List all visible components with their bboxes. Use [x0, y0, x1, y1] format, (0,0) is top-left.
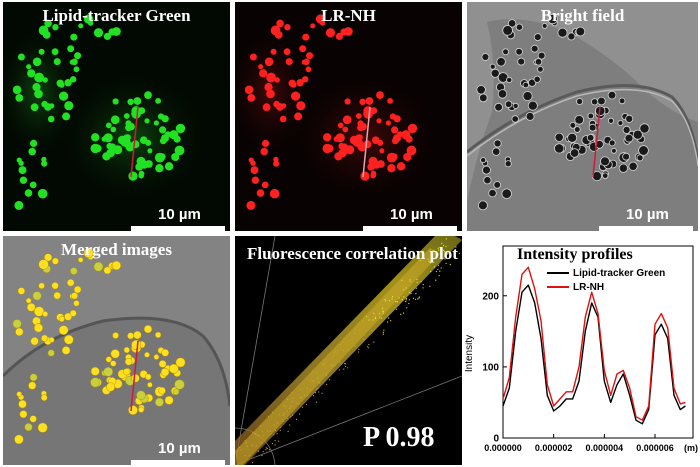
x-unit-label: (m)	[684, 443, 698, 453]
merged-image	[3, 236, 230, 465]
chart-title: Intensity profiles	[517, 246, 633, 263]
red-scale-bar	[363, 226, 457, 231]
correlation-scatter	[235, 236, 462, 465]
green-panel-title: Lipid-tracker Green	[42, 6, 191, 25]
correlation-coefficient: P 0.98	[363, 422, 435, 453]
chart-legend: Lipid-tracker Green LR-NH	[547, 266, 665, 294]
bright-scale-label: 10 µm	[626, 206, 669, 223]
correlation-panel: Fluorescence correlation plot P 0.98	[235, 236, 462, 465]
bright-panel-title: Bright field	[540, 6, 625, 25]
green-channel-panel: Lipid-tracker Green 10 µm	[3, 2, 230, 231]
intensity-profile-chart: 0 100 200 0.000000 0.000002 0.000004 0.000006 (…	[482, 245, 698, 453]
legend-swatch-red	[547, 286, 569, 288]
red-scale-label: 10 µm	[390, 206, 433, 223]
green-scale-label: 10 µm	[158, 206, 201, 223]
y-tick-label: 0	[493, 434, 499, 445]
merged-scale-bar	[131, 460, 225, 465]
series-line-lr-nh	[502, 266, 686, 421]
x-tick-label: 0.000004	[586, 443, 624, 453]
merged-panel: Merged images 10 µm	[3, 236, 230, 465]
red-channel-panel: LR-NH 10 µm	[235, 2, 462, 231]
x-tick-label: 0.000006	[636, 443, 674, 453]
legend-label-lipid-tracker-green: Lipid-tracker Green	[573, 267, 666, 279]
y-tick-label: 100	[482, 362, 499, 373]
legend-item-lr-nh: LR-NH	[547, 280, 665, 294]
bright-field-image	[467, 2, 698, 231]
green-scale-bar	[131, 226, 225, 231]
red-panel-title: LR-NH	[321, 6, 376, 25]
intensity-profile-panel: 0 100 200 0.000000 0.000002 0.000004 0.000006 (…	[465, 236, 700, 467]
bright-field-panel: Bright field 10 µm	[467, 2, 698, 231]
x-tick-label: 0.000000	[484, 443, 522, 453]
merged-scale-label: 10 µm	[158, 440, 201, 457]
bright-scale-bar	[599, 226, 693, 231]
legend-label-lr-nh: LR-NH	[573, 281, 605, 293]
red-channel-image	[235, 14, 445, 210]
legend-item-lipid-tracker-green: Lipid-tracker Green	[547, 266, 665, 280]
x-tick-label: 0.000002	[535, 443, 573, 453]
merged-panel-title: Merged images	[61, 240, 172, 259]
y-tick-label: 200	[482, 291, 499, 302]
plot-frame	[502, 245, 694, 439]
series-line-lipid-tracker-green	[502, 284, 686, 425]
y-axis-label: Intensity	[465, 334, 476, 373]
correlation-panel-title: Fluorescence correlation plot	[247, 244, 458, 263]
legend-swatch-black	[547, 272, 569, 274]
green-channel-image	[3, 14, 213, 210]
